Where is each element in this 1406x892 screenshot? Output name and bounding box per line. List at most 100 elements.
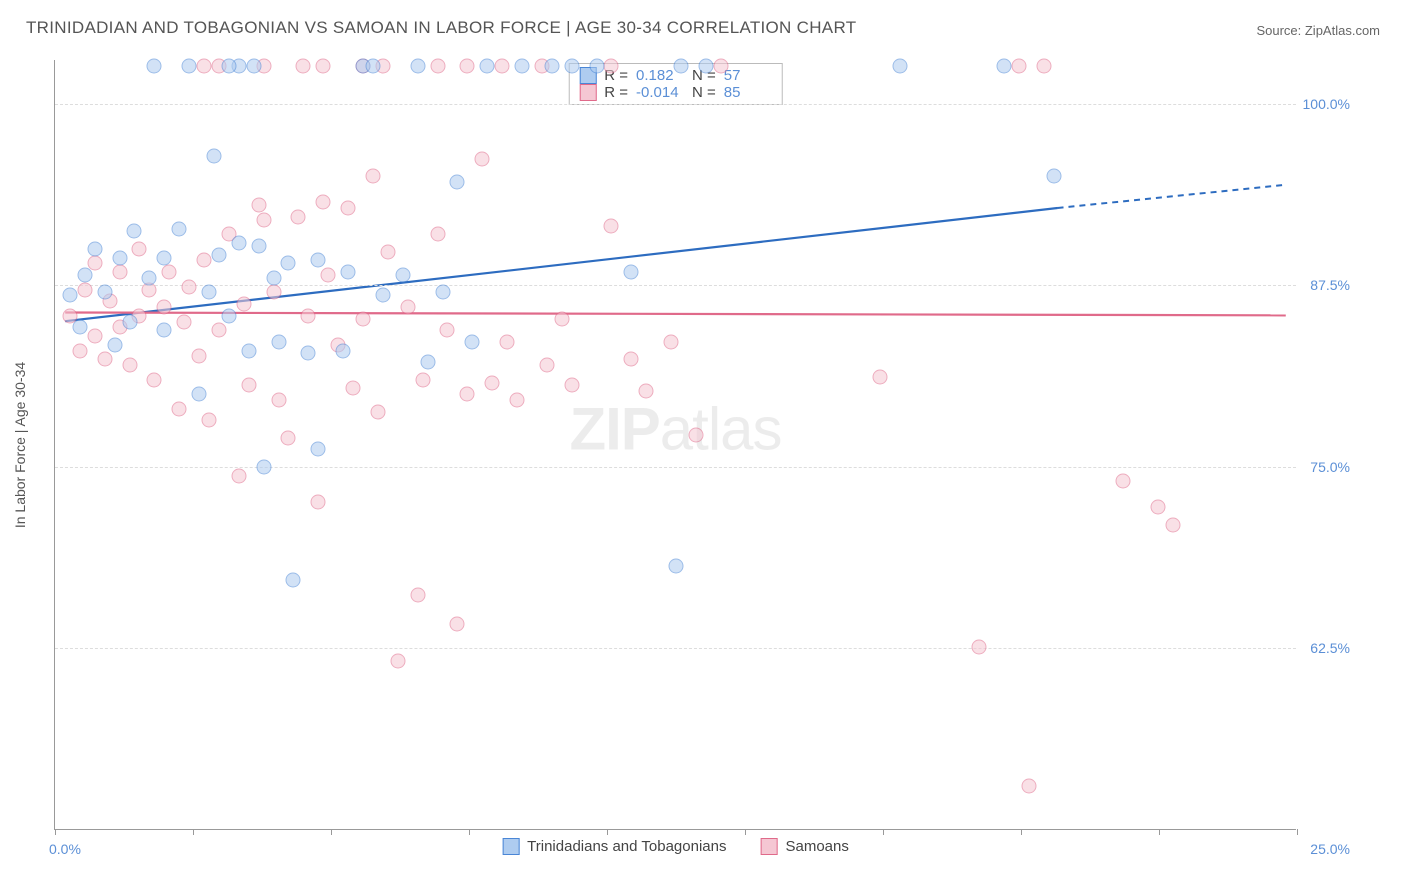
scatter-point xyxy=(1116,474,1131,489)
series-label: Trinidadians and Tobagonians xyxy=(527,838,726,855)
scatter-point xyxy=(346,381,361,396)
scatter-point xyxy=(410,58,425,73)
scatter-point xyxy=(380,244,395,259)
plot-area: ZIPatlas R =0.182N =57R =-0.014N =85 Tri… xyxy=(54,60,1296,830)
x-tick xyxy=(883,829,884,835)
trend-line-extrapolated xyxy=(1058,185,1286,208)
scatter-point xyxy=(316,195,331,210)
scatter-point xyxy=(872,369,887,384)
y-tick-label: 87.5% xyxy=(1300,277,1350,293)
scatter-point xyxy=(554,311,569,326)
scatter-point xyxy=(450,175,465,190)
x-tick xyxy=(331,829,332,835)
scatter-point xyxy=(256,459,271,474)
x-tick xyxy=(469,829,470,835)
scatter-point xyxy=(197,253,212,268)
scatter-point xyxy=(87,241,102,256)
scatter-point xyxy=(286,573,301,588)
scatter-point xyxy=(400,299,415,314)
x-tick xyxy=(193,829,194,835)
scatter-point xyxy=(246,58,261,73)
scatter-point xyxy=(475,151,490,166)
scatter-point xyxy=(172,401,187,416)
scatter-point xyxy=(251,238,266,253)
scatter-point xyxy=(485,375,500,390)
x-tick xyxy=(607,829,608,835)
scatter-point xyxy=(1046,169,1061,184)
scatter-point xyxy=(182,58,197,73)
scatter-point xyxy=(256,212,271,227)
scatter-point xyxy=(311,494,326,509)
scatter-point xyxy=(112,265,127,280)
scatter-point xyxy=(604,58,619,73)
grid-line xyxy=(55,285,1296,286)
scatter-point xyxy=(62,288,77,303)
scatter-point xyxy=(460,58,475,73)
scatter-point xyxy=(192,387,207,402)
scatter-point xyxy=(450,616,465,631)
scatter-point xyxy=(698,58,713,73)
scatter-point xyxy=(539,358,554,373)
scatter-point xyxy=(673,58,688,73)
scatter-point xyxy=(296,58,311,73)
scatter-point xyxy=(182,279,197,294)
series-legend-item: Trinidadians and Tobagonians xyxy=(502,838,726,855)
legend-r-value: -0.014 xyxy=(636,84,684,101)
scatter-point xyxy=(192,349,207,364)
scatter-point xyxy=(341,265,356,280)
scatter-point xyxy=(440,323,455,338)
scatter-point xyxy=(365,58,380,73)
scatter-point xyxy=(162,265,177,280)
scatter-point xyxy=(365,169,380,184)
scatter-point xyxy=(112,250,127,265)
legend-swatch xyxy=(760,838,777,855)
scatter-point xyxy=(713,58,728,73)
scatter-point xyxy=(624,352,639,367)
scatter-point xyxy=(341,201,356,216)
x-tick xyxy=(1159,829,1160,835)
legend-n-label: N = xyxy=(692,84,716,101)
series-label: Samoans xyxy=(785,838,848,855)
trend-lines-svg xyxy=(55,60,1296,829)
scatter-point xyxy=(604,218,619,233)
scatter-point xyxy=(495,58,510,73)
scatter-point xyxy=(435,285,450,300)
scatter-point xyxy=(97,352,112,367)
scatter-point xyxy=(460,387,475,402)
scatter-point xyxy=(107,337,122,352)
scatter-point xyxy=(996,58,1011,73)
grid-line xyxy=(55,648,1296,649)
scatter-point xyxy=(142,270,157,285)
scatter-point xyxy=(301,346,316,361)
scatter-point xyxy=(1021,779,1036,794)
chart-title: TRINIDADIAN AND TOBAGONIAN VS SAMOAN IN … xyxy=(26,18,856,38)
scatter-point xyxy=(211,323,226,338)
scatter-point xyxy=(395,268,410,283)
x-tick xyxy=(55,829,56,835)
x-tick xyxy=(1297,829,1298,835)
scatter-point xyxy=(122,358,137,373)
scatter-point xyxy=(197,58,212,73)
series-legend-item: Samoans xyxy=(760,838,848,855)
scatter-point xyxy=(157,250,172,265)
scatter-point xyxy=(77,282,92,297)
scatter-point xyxy=(624,265,639,280)
scatter-point xyxy=(1150,500,1165,515)
scatter-point xyxy=(281,430,296,445)
scatter-point xyxy=(157,299,172,314)
scatter-point xyxy=(370,404,385,419)
source-attribution: Source: ZipAtlas.com xyxy=(1256,23,1380,38)
x-max-label: 25.0% xyxy=(1310,841,1350,857)
legend-row: R =-0.014N =85 xyxy=(579,84,772,101)
grid-line xyxy=(55,104,1296,105)
y-tick-label: 62.5% xyxy=(1300,640,1350,656)
scatter-point xyxy=(236,297,251,312)
scatter-point xyxy=(202,285,217,300)
scatter-point xyxy=(281,256,296,271)
scatter-point xyxy=(72,343,87,358)
scatter-point xyxy=(177,314,192,329)
scatter-point xyxy=(321,268,336,283)
legend-n-value: 85 xyxy=(724,84,772,101)
scatter-point xyxy=(97,285,112,300)
scatter-point xyxy=(420,355,435,370)
